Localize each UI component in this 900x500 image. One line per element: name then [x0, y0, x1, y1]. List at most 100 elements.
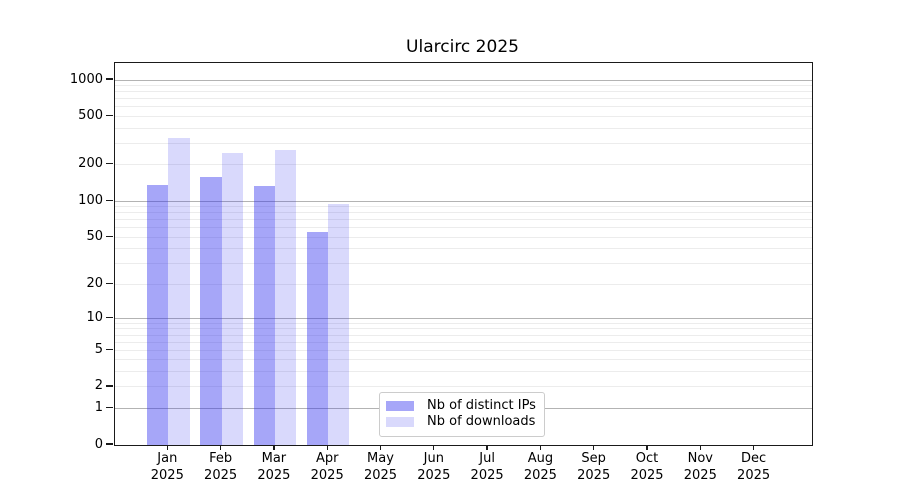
gridline-minor: [115, 127, 812, 129]
x-tick-label-year: 2025: [363, 467, 398, 483]
x-tick-label-month: Feb: [209, 451, 233, 466]
x-tick-mark: [166, 445, 168, 450]
x-tick-mark: [646, 445, 648, 450]
x-tick-label-year: 2025: [737, 467, 771, 483]
x-tick-label-year: 2025: [204, 467, 238, 483]
legend-item: Nb of distinct IPs: [380, 398, 544, 414]
x-tick-mark: [433, 445, 435, 450]
y-tick-mark: [106, 406, 113, 409]
y-tick-mark: [106, 385, 113, 387]
x-tick-mark: [326, 445, 328, 450]
gridline-minor: [115, 116, 812, 118]
x-tick-label-year: 2025: [630, 467, 664, 483]
gridline-major: [115, 200, 812, 202]
x-tick-label-year: 2025: [310, 467, 344, 483]
y-tick-mark: [106, 282, 113, 284]
y-tick-label: 10: [86, 309, 103, 325]
x-tick-label: Dec 2025: [724, 451, 784, 484]
x-tick-label-month: Mar: [261, 451, 287, 466]
bar-downloads-apr: [328, 204, 350, 445]
y-tick-mark: [106, 114, 113, 117]
x-tick-label-year: 2025: [150, 467, 184, 483]
y-tick-mark: [106, 235, 113, 237]
gridline-minor: [115, 106, 812, 108]
x-tick-mark: [752, 445, 755, 450]
legend-item: Nb of downloads: [380, 414, 544, 430]
gridline-minor: [115, 263, 812, 265]
gridline-minor: [115, 322, 812, 324]
plot-area: [114, 62, 813, 446]
x-tick-label-month: Nov: [687, 451, 713, 466]
y-tick-mark: [106, 78, 113, 80]
gridline-minor: [115, 236, 812, 238]
gridline-minor: [115, 328, 812, 330]
x-tick-label-month: Dec: [741, 451, 767, 466]
bar-ips-mar: [253, 185, 275, 445]
gridline-minor: [115, 341, 812, 343]
legend-swatch: [386, 401, 414, 411]
y-tick-label: 50: [86, 228, 103, 244]
x-tick-label: Mar 2025: [244, 451, 304, 484]
x-tick-label-year: 2025: [470, 467, 504, 483]
legend: Nb of distinct IPs Nb of downloads: [379, 392, 545, 437]
bar-ips-jan: [147, 185, 169, 445]
x-tick-label: Jul 2025: [457, 451, 517, 484]
bar-downloads-mar: [274, 150, 297, 445]
bar-ips-feb: [200, 176, 222, 445]
legend-swatch: [386, 417, 414, 427]
x-tick-mark: [379, 445, 382, 450]
x-tick-label: May 2025: [351, 451, 411, 484]
x-tick-label-month: Jun: [423, 451, 444, 466]
gridline-minor: [115, 227, 812, 229]
gridline-minor: [115, 85, 812, 87]
x-tick-mark: [486, 445, 488, 450]
x-tick-label: Aug 2025: [510, 451, 570, 484]
x-tick-label-month: Oct: [635, 451, 659, 466]
gridline-minor: [115, 206, 812, 208]
x-tick-mark: [593, 445, 595, 450]
x-tick-label-year: 2025: [523, 467, 557, 483]
gridline-minor: [115, 359, 812, 361]
x-tick-label-month: Jul: [479, 451, 495, 466]
y-tick-label: 20: [86, 275, 103, 291]
bar-downloads-feb: [221, 153, 243, 445]
x-tick-mark: [219, 445, 222, 450]
x-tick-mark: [539, 445, 542, 450]
y-tick-mark: [106, 163, 113, 165]
gridline-major: [115, 79, 812, 81]
gridline-minor: [115, 334, 812, 336]
x-tick-label-year: 2025: [417, 467, 451, 483]
gridline-minor: [115, 283, 812, 285]
x-tick-label: Nov 2025: [670, 451, 730, 484]
x-tick-label-year: 2025: [683, 467, 717, 483]
gridline-minor: [115, 164, 812, 166]
x-tick-label: Jun 2025: [404, 451, 464, 484]
x-tick-label-year: 2025: [257, 467, 291, 483]
y-tick-mark: [106, 443, 113, 445]
legend-label: Nb of distinct IPs: [427, 398, 536, 413]
y-tick-mark: [106, 199, 113, 201]
gridline-minor: [115, 386, 812, 388]
x-tick-label-year: 2025: [577, 467, 611, 483]
x-tick-mark: [273, 445, 275, 450]
y-tick-label: 1000: [69, 71, 103, 87]
y-tick-mark: [106, 316, 113, 318]
x-tick-label-month: May: [367, 451, 394, 466]
y-tick-label: 500: [78, 108, 103, 124]
y-tick-label: 2: [94, 378, 103, 394]
gridline-minor: [115, 98, 812, 100]
gridline-major: [115, 317, 812, 319]
gridline-minor: [115, 248, 812, 250]
x-tick-label: Jan 2025: [137, 451, 197, 484]
bar-downloads-jan: [168, 138, 190, 445]
x-tick-label: Sep 2025: [564, 451, 624, 484]
x-tick-mark: [699, 445, 701, 450]
x-tick-label-month: Aug: [527, 451, 554, 466]
x-tick-label-month: Apr: [315, 451, 339, 466]
gridline-minor: [115, 349, 812, 351]
bar-ips-apr: [306, 232, 329, 445]
x-tick-label: Feb 2025: [191, 451, 251, 484]
y-tick-mark: [106, 348, 113, 350]
gridline-minor: [115, 91, 812, 93]
